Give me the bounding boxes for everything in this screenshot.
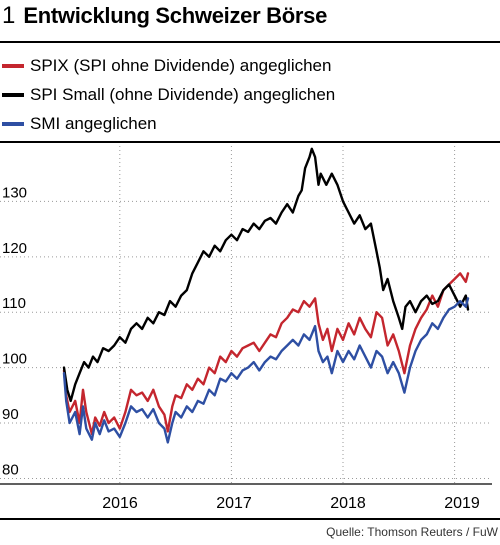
series-line-2	[62, 297, 470, 444]
title-rule	[0, 41, 500, 43]
y-tick-label: 120	[2, 240, 27, 257]
legend-item-smi: SMI angeglichen	[0, 109, 500, 138]
title-row: 1 Entwicklung Schweizer Börse	[0, 2, 327, 36]
legend-label-spi-small: SPI Small (ohne Dividende) angeglichen	[30, 84, 336, 104]
x-tick-label: 2017	[216, 495, 252, 512]
y-tick-label: 90	[2, 406, 19, 423]
x-tick-label: 2016	[102, 495, 138, 512]
source-note: Quelle: Thomson Reuters / FuW	[326, 525, 498, 539]
legend-swatch-spi-small	[2, 92, 24, 97]
x-tick-label: 2018	[330, 495, 366, 512]
series-line-1	[62, 147, 470, 403]
y-tick-label: 110	[2, 295, 26, 312]
figure-number: 1	[2, 2, 16, 29]
legend: SPIX (SPI ohne Dividende) angeglichen SP…	[0, 51, 500, 138]
y-tick-label: 80	[2, 461, 19, 478]
y-tick-label: 130	[2, 184, 27, 201]
legend-label-spix: SPIX (SPI ohne Dividende) angeglichen	[30, 55, 332, 75]
x-tick-label: 2019	[444, 495, 480, 512]
legend-swatch-spix	[2, 63, 24, 68]
legend-item-spix: SPIX (SPI ohne Dividende) angeglichen	[0, 51, 500, 80]
legend-swatch-smi	[2, 121, 24, 126]
legend-rule	[0, 141, 500, 143]
legend-label-smi: SMI angeglichen	[30, 113, 157, 133]
chart-title: Entwicklung Schweizer Börse	[23, 3, 328, 28]
series-line-0	[62, 272, 470, 436]
y-tick-label: 100	[2, 351, 27, 368]
legend-item-spi-small: SPI Small (ohne Dividende) angeglichen	[0, 80, 500, 109]
